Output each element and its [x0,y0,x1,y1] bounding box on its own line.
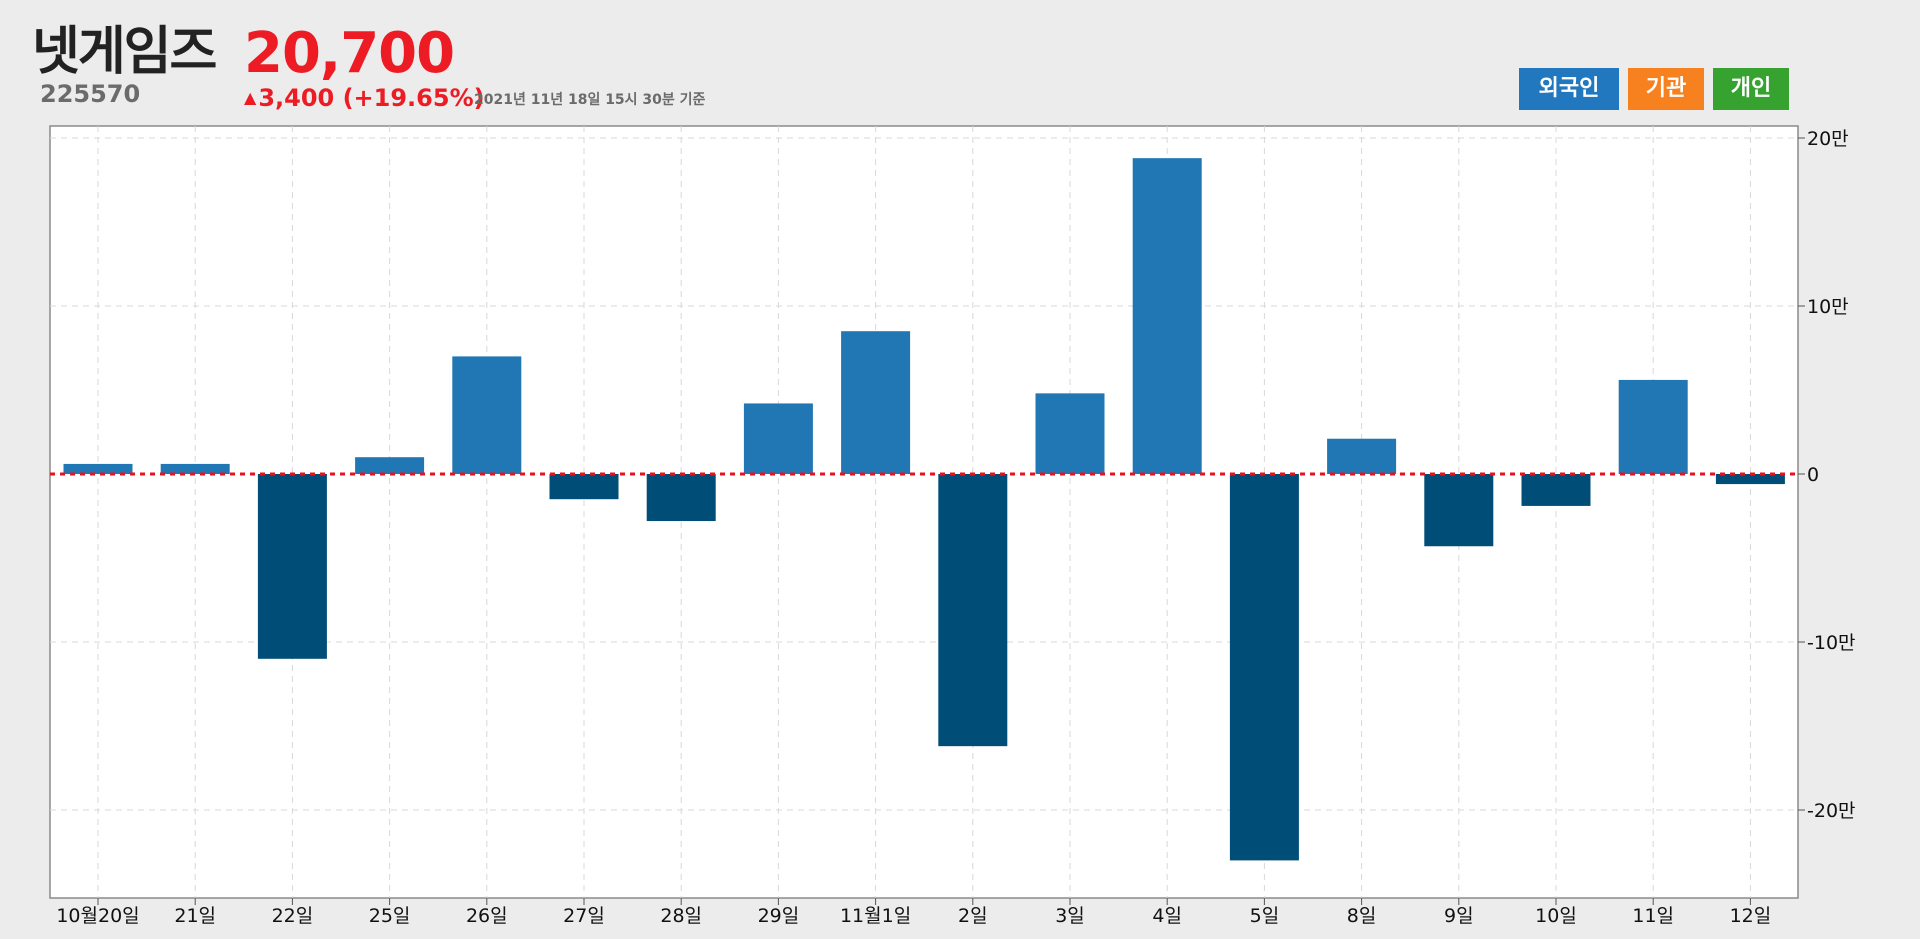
bar-10일 [1521,474,1591,506]
bar-28일 [646,474,716,522]
x-tick-label: 11일 [1632,905,1674,927]
bar-12일 [1715,474,1785,485]
x-axis: 10월20일 21일 22일 25일 26일 27일 28일 29일 11월1일 2일 3일 4일 5일… [56,898,1771,927]
foreign-investor-button[interactable]: 외국인 [1519,68,1619,110]
x-tick-label: 9일 [1444,905,1474,927]
bars [63,158,1785,861]
x-tick-label: 29일 [758,905,800,927]
stock-code: 225570 [40,80,141,108]
y-tick-label: 10만 [1807,296,1849,318]
price-change-value: 3,400 (+19.65%) [258,84,485,112]
x-tick-label: 21일 [174,905,216,927]
y-tick-label: 20만 [1807,128,1849,150]
x-tick-label: 2일 [958,905,988,927]
x-tick-label: 8일 [1347,905,1377,927]
x-tick-label: 27일 [563,905,605,927]
stock-name: 넷게임즈 [32,22,217,82]
bar-25일 [355,457,425,474]
bar-4일 [1132,158,1202,474]
x-tick-label: 11월1일 [840,905,911,927]
bar-11일 [1618,379,1688,474]
bar-22일 [257,474,327,659]
bar-8일 [1327,438,1397,474]
plot-area [49,125,1799,899]
bar-29일 [743,403,813,474]
y-tick-label: -10만 [1807,632,1856,654]
bar-27일 [549,474,619,500]
bar-21일 [160,463,230,474]
x-tick-label: 10월20일 [56,905,139,927]
price-change: ▲3,400 (+19.65%) [244,84,485,112]
stock-header: 넷게임즈 225570 20,700 ▲3,400 (+19.65%) 2021… [0,0,1920,124]
x-tick-label: 12일 [1730,905,1772,927]
x-tick-label: 26일 [466,905,508,927]
bar-3일 [1035,393,1105,474]
x-tick-label: 3일 [1055,905,1085,927]
x-tick-label: 5일 [1250,905,1280,927]
bar-5일 [1229,474,1299,861]
institution-button[interactable]: 기관 [1628,68,1704,110]
individual-button[interactable]: 개인 [1713,68,1789,110]
up-triangle-icon: ▲ [244,88,257,107]
x-tick-label: 22일 [272,905,314,927]
bar-10월20일 [63,463,133,474]
y-tick-label: -20만 [1807,800,1856,822]
current-price: 20,700 [244,21,455,86]
bar-9일 [1424,474,1494,547]
x-tick-label: 25일 [369,905,411,927]
y-axis: 20만 10만 0 -10만 -20만 [1798,128,1856,822]
bar-2일 [938,474,1008,747]
timestamp: 2021년 11년 18일 15시 30분 기준 [474,92,706,108]
y-tick-label: 0 [1807,464,1819,486]
bar-11월1일 [841,331,911,474]
x-tick-label: 4일 [1152,905,1182,927]
bar-26일 [452,356,522,474]
x-tick-label: 10일 [1535,905,1577,927]
x-tick-label: 28일 [660,905,702,927]
